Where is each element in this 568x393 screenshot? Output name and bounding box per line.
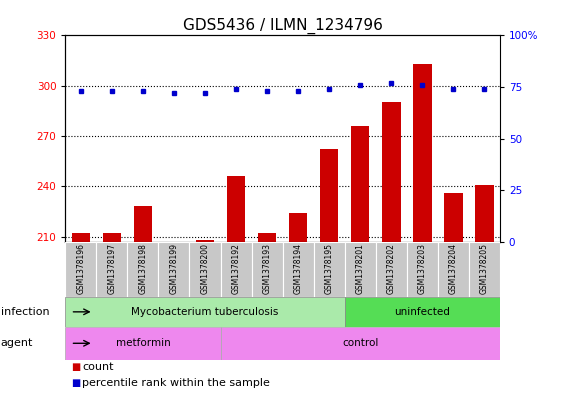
- Text: uninfected: uninfected: [394, 307, 450, 317]
- Bar: [444, 193, 462, 242]
- Text: Mycobacterium tuberculosis: Mycobacterium tuberculosis: [131, 307, 279, 317]
- Bar: [375, 242, 407, 297]
- Text: GSM1378192: GSM1378192: [232, 243, 240, 294]
- Bar: [103, 233, 121, 242]
- Bar: [190, 242, 220, 297]
- Text: GSM1378194: GSM1378194: [294, 243, 303, 294]
- Bar: [195, 240, 214, 242]
- Text: GSM1378197: GSM1378197: [107, 243, 116, 294]
- Text: GSM1378201: GSM1378201: [356, 243, 365, 294]
- Bar: [283, 242, 314, 297]
- Bar: [97, 242, 127, 297]
- Bar: [65, 327, 220, 360]
- Bar: [227, 176, 245, 242]
- Text: control: control: [342, 338, 378, 348]
- Bar: [133, 206, 152, 242]
- Text: metformin: metformin: [115, 338, 170, 348]
- Text: GSM1378205: GSM1378205: [480, 243, 489, 294]
- Bar: [220, 242, 252, 297]
- Bar: [413, 64, 432, 242]
- Text: GSM1378200: GSM1378200: [201, 243, 210, 294]
- Bar: [72, 233, 90, 242]
- Text: GSM1378198: GSM1378198: [139, 243, 148, 294]
- Bar: [258, 233, 277, 242]
- Bar: [289, 213, 307, 242]
- Text: GSM1378196: GSM1378196: [76, 243, 85, 294]
- Text: GSM1378195: GSM1378195: [325, 243, 333, 294]
- Text: count: count: [82, 362, 114, 373]
- Text: GSM1378204: GSM1378204: [449, 243, 458, 294]
- Text: agent: agent: [1, 338, 33, 348]
- Bar: [382, 103, 400, 242]
- Bar: [351, 126, 369, 242]
- Bar: [407, 242, 438, 297]
- Text: GSM1378203: GSM1378203: [417, 243, 427, 294]
- Text: GSM1378199: GSM1378199: [169, 243, 178, 294]
- Bar: [65, 297, 345, 327]
- Bar: [314, 242, 345, 297]
- Bar: [345, 297, 500, 327]
- Bar: [320, 149, 339, 242]
- Bar: [469, 242, 500, 297]
- Text: GSM1378193: GSM1378193: [262, 243, 272, 294]
- Bar: [252, 242, 283, 297]
- Bar: [345, 242, 375, 297]
- Text: ■: ■: [71, 362, 80, 373]
- Title: GDS5436 / ILMN_1234796: GDS5436 / ILMN_1234796: [183, 18, 382, 34]
- Bar: [220, 327, 500, 360]
- Bar: [127, 242, 158, 297]
- Bar: [65, 242, 97, 297]
- Text: GSM1378202: GSM1378202: [387, 243, 396, 294]
- Bar: [158, 242, 190, 297]
- Bar: [438, 242, 469, 297]
- Bar: [475, 185, 494, 242]
- Text: infection: infection: [1, 307, 49, 317]
- Text: ■: ■: [71, 378, 80, 388]
- Text: percentile rank within the sample: percentile rank within the sample: [82, 378, 270, 388]
